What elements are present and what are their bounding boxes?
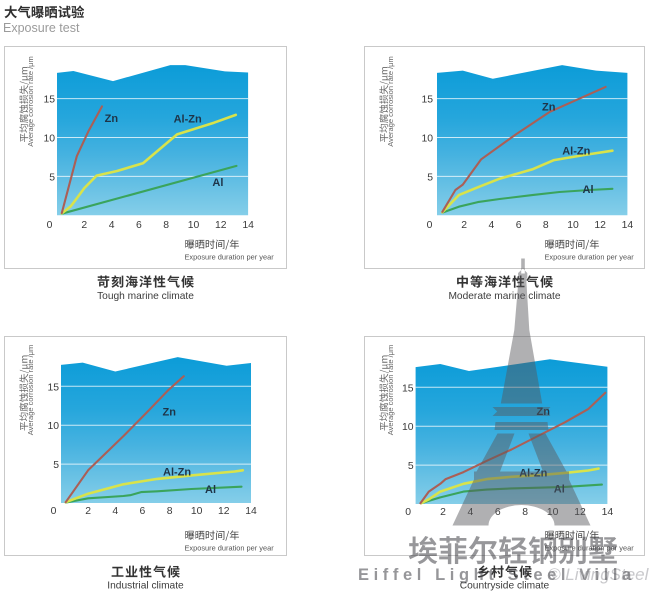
- svg-text:2: 2: [461, 220, 467, 231]
- svg-text:Exposure duration per year: Exposure duration per year: [185, 253, 275, 262]
- svg-text:Zn: Zn: [542, 102, 556, 114]
- svg-text:5: 5: [49, 172, 55, 183]
- svg-text:10: 10: [547, 507, 559, 518]
- svg-text:6: 6: [140, 506, 146, 517]
- svg-text:Al-Zn: Al-Zn: [163, 467, 191, 479]
- svg-text:0: 0: [427, 220, 433, 231]
- svg-text:Average corrosion rate /μm: Average corrosion rate /μm: [26, 56, 35, 146]
- svg-text:14: 14: [602, 507, 614, 518]
- svg-text:Exposure duration per year: Exposure duration per year: [185, 544, 275, 553]
- svg-text:6: 6: [495, 507, 501, 518]
- svg-text:4: 4: [112, 506, 118, 517]
- svg-text:Average corrosion rate /μm: Average corrosion rate /μm: [26, 345, 35, 435]
- svg-text:Exposure duration per year: Exposure duration per year: [545, 544, 635, 553]
- svg-text:0: 0: [405, 507, 411, 518]
- svg-text:6: 6: [516, 220, 522, 231]
- svg-text:Al-Zn: Al-Zn: [562, 146, 590, 158]
- svg-text:10: 10: [567, 220, 579, 231]
- svg-text:5: 5: [53, 460, 59, 471]
- svg-text:Zn: Zn: [163, 407, 177, 419]
- svg-text:2: 2: [81, 220, 87, 231]
- svg-text:10: 10: [421, 134, 433, 145]
- svg-text:10: 10: [191, 506, 203, 517]
- svg-text:Eiffel Light Steel Villa: Eiffel Light Steel Villa: [358, 566, 636, 584]
- svg-text:Al: Al: [212, 177, 223, 189]
- svg-text:14: 14: [622, 220, 634, 231]
- svg-text:12: 12: [215, 220, 227, 231]
- svg-text:5: 5: [427, 172, 433, 183]
- svg-text:15: 15: [47, 382, 59, 393]
- svg-text:4: 4: [489, 220, 495, 231]
- svg-text:12: 12: [574, 507, 586, 518]
- svg-text:Exposure test: Exposure test: [3, 21, 80, 35]
- svg-text:2: 2: [85, 506, 91, 517]
- svg-text:Countryside climate: Countryside climate: [460, 581, 550, 592]
- svg-text:8: 8: [543, 220, 549, 231]
- svg-text:15: 15: [421, 95, 433, 106]
- svg-text:10: 10: [43, 134, 55, 145]
- svg-text:Zn: Zn: [537, 406, 551, 418]
- svg-text:4: 4: [468, 507, 474, 518]
- svg-text:Exposure duration per year: Exposure duration per year: [545, 253, 635, 262]
- svg-text:Al-Zn: Al-Zn: [519, 468, 547, 480]
- svg-text:0: 0: [51, 506, 57, 517]
- svg-text:10: 10: [47, 421, 59, 432]
- svg-text:10: 10: [402, 422, 414, 433]
- svg-text:© LivingSteel: © LivingSteel: [548, 565, 650, 584]
- svg-text:Al-Zn: Al-Zn: [174, 114, 202, 126]
- svg-text:14: 14: [242, 220, 254, 231]
- svg-text:12: 12: [594, 220, 606, 231]
- svg-text:Average corrosion rate /μm: Average corrosion rate /μm: [386, 56, 395, 146]
- svg-text:10: 10: [188, 220, 200, 231]
- svg-text:Moderate marine climate: Moderate marine climate: [448, 291, 560, 302]
- svg-text:8: 8: [163, 220, 169, 231]
- svg-text:Tough marine climate: Tough marine climate: [97, 291, 194, 302]
- svg-text:Zn: Zn: [105, 113, 119, 125]
- svg-text:5: 5: [408, 461, 414, 472]
- svg-text:12: 12: [218, 506, 230, 517]
- svg-text:2: 2: [440, 507, 446, 518]
- svg-text:Average corrosion rate /μm: Average corrosion rate /μm: [386, 345, 395, 435]
- svg-text:4: 4: [109, 220, 115, 231]
- svg-text:15: 15: [43, 95, 55, 106]
- svg-text:14: 14: [245, 506, 257, 517]
- svg-text:Al: Al: [583, 184, 594, 196]
- svg-text:15: 15: [402, 383, 414, 394]
- svg-text:Al: Al: [554, 484, 565, 496]
- svg-text:Industrial climate: Industrial climate: [107, 581, 184, 592]
- svg-text:Al: Al: [205, 484, 216, 496]
- svg-text:8: 8: [522, 507, 528, 518]
- svg-text:0: 0: [47, 220, 53, 231]
- svg-text:6: 6: [136, 220, 142, 231]
- svg-text:8: 8: [167, 506, 173, 517]
